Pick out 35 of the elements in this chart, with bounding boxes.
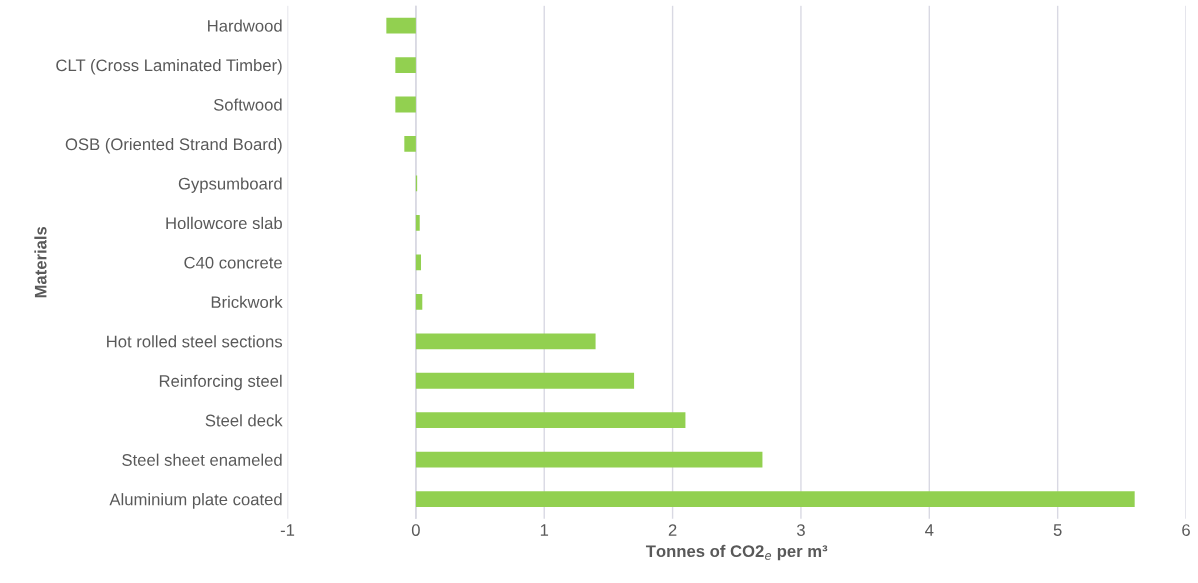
y-tick-label: Gypsumboard	[178, 177, 282, 193]
y-tick-label: Reinforcing steel	[159, 374, 282, 391]
bar	[415, 372, 635, 389]
x-tick-label: 3	[796, 524, 805, 536]
bar	[404, 136, 416, 152]
y-tick-label: Hollowcore slab	[166, 216, 282, 230]
x-tick-label: 2	[668, 524, 677, 536]
bar	[415, 333, 596, 350]
y-tick-label: Hot rolled steel sections	[107, 335, 283, 348]
bar	[415, 254, 422, 271]
y-tick-label: Hardwood	[208, 19, 282, 32]
x-tick-label: 5	[1053, 524, 1062, 536]
y-axis-title: Materials	[34, 226, 47, 298]
x-tick-label: 1	[540, 524, 549, 536]
y-tick-label: Brickwork	[211, 295, 283, 309]
bar	[386, 17, 416, 34]
bar	[415, 412, 686, 429]
bar	[415, 214, 420, 231]
y-tick-label: OSB (Oriented Strand Board)	[65, 137, 282, 154]
y-tick-label: Aluminium plate coated	[109, 493, 282, 509]
x-axis-title: Tonnes of CO2$_{e}$ per m³	[645, 544, 828, 561]
x-tick-label: 4	[925, 524, 934, 536]
y-tick-label: CLT (Cross Laminated Timber)	[56, 58, 282, 75]
y-tick-label: Steel deck	[205, 414, 283, 427]
bar	[415, 451, 763, 468]
bar	[415, 293, 423, 310]
y-tick-label: C40 concrete	[184, 256, 282, 269]
x-tick-label: -1	[280, 524, 295, 536]
bar	[395, 57, 416, 73]
x-tick-label: 6	[1182, 524, 1190, 536]
x-tick-label: 0	[411, 524, 420, 536]
y-tick-label: Steel sheet enameled	[122, 453, 282, 466]
y-tick-label: Softwood	[213, 98, 282, 111]
bar	[415, 491, 1135, 508]
bar	[395, 96, 416, 113]
